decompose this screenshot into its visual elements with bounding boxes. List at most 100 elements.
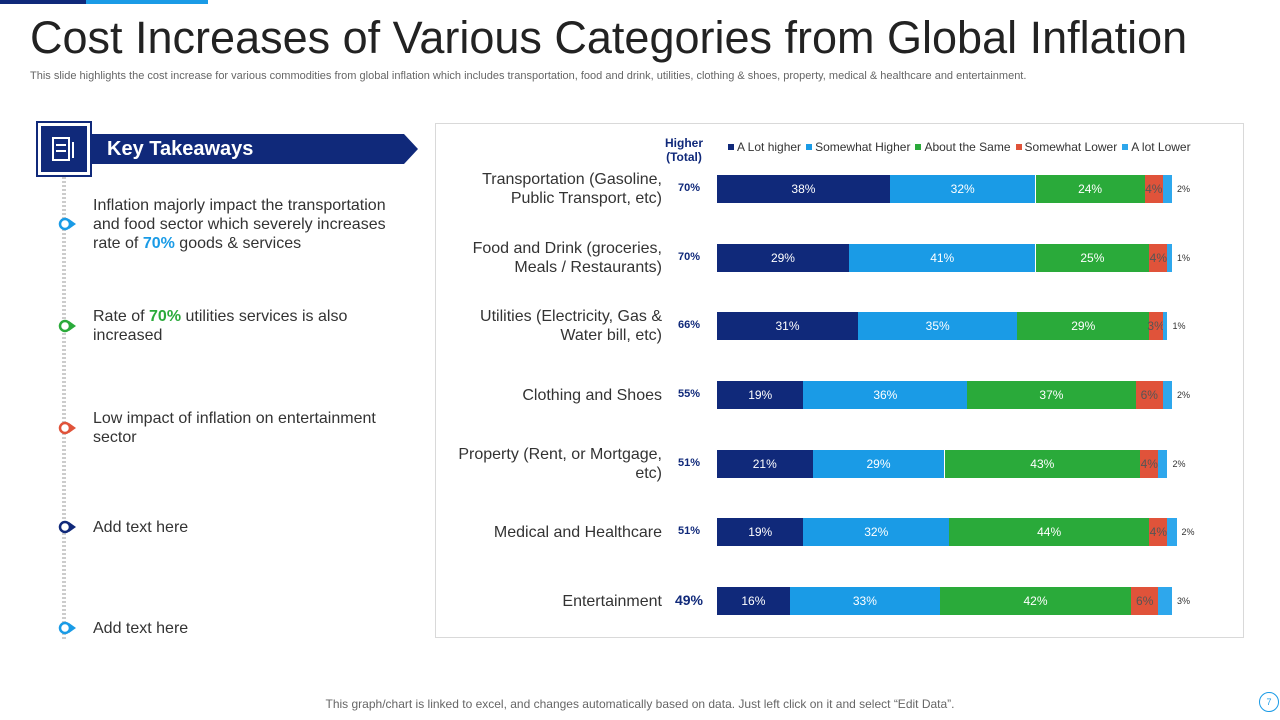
bar-segment [1162, 175, 1172, 203]
bullet-icon [58, 621, 76, 635]
total-label: 70% [677, 251, 701, 263]
bar-segment: 24% [1035, 175, 1145, 203]
bar-segment [1162, 381, 1172, 409]
category-label: Transportation (Gasoline, Public Transpo… [482, 171, 662, 207]
takeaway-text: Add text here [93, 619, 393, 638]
category-label: Entertainment [562, 592, 662, 610]
takeaway-text: Low impact of inflation on entertainment… [93, 409, 393, 447]
value-label: 4% [1140, 457, 1158, 471]
value-label: 19% [748, 525, 773, 539]
text: utilities services is also increased [93, 308, 348, 344]
takeaway-text: Rate of 70% utilities services is also i… [93, 307, 393, 345]
value-label: 42% [1023, 594, 1048, 608]
value-label: 33% [852, 594, 877, 608]
legend-item: Somewhat Higher [806, 140, 910, 154]
value-label: 1% [1172, 321, 1186, 331]
bar-segment: 31% [717, 312, 859, 340]
legend-label: A Lot higher [737, 140, 802, 154]
legend-item: About the Same [915, 140, 1011, 154]
value-label: 41% [930, 251, 955, 265]
bar-segment: 43% [944, 450, 1141, 478]
bar-segment [1167, 518, 1177, 546]
legend-item: A lot Lower [1122, 140, 1191, 154]
bar-segment: 33% [789, 587, 940, 615]
legend-item: A Lot higher [728, 140, 801, 154]
value-label: 3% [1177, 596, 1191, 606]
bar-segment: 41% [848, 244, 1036, 272]
value-label: 2% [1177, 184, 1191, 194]
bar-segment: 19% [717, 518, 804, 546]
value-label: 4% [1149, 525, 1168, 539]
total-label: 51% [677, 525, 701, 537]
bar-segment: 6% [1135, 381, 1163, 409]
takeaways-header: Key Takeaways [107, 138, 254, 160]
bar-segment [1162, 312, 1168, 340]
legend-swatch [1015, 144, 1022, 150]
bar-segment: 4% [1144, 175, 1163, 203]
text: goods & services [174, 235, 302, 252]
text: Add text here [93, 519, 189, 536]
legend-label: Somewhat Higher [815, 140, 911, 154]
legend-swatch [915, 144, 922, 150]
text: Add text here [93, 620, 189, 637]
bar-segment: 3% [1147, 312, 1165, 340]
bar-segment: 38% [717, 175, 890, 203]
bullet-icon [58, 520, 76, 534]
value-label: 2% [1172, 459, 1186, 469]
value-label: 4% [1149, 251, 1168, 265]
subtitle: This slide highlights the cost increase … [30, 70, 1027, 82]
takeaway-graphics [36, 121, 418, 640]
value-label: 16% [741, 594, 766, 608]
value-label: 43% [1030, 457, 1055, 471]
bar-segment: 4% [1140, 450, 1159, 478]
value-label: 19% [748, 388, 773, 402]
value-label: 29% [1071, 319, 1096, 333]
value-label: 37% [1039, 388, 1064, 402]
text: Inflation majorly impact the transportat… [93, 197, 386, 252]
bar-segment: 19% [717, 381, 804, 409]
total-label: 49% [674, 592, 704, 608]
bullet-icon [58, 217, 76, 231]
bar-segment: 35% [858, 312, 1018, 340]
bar-segment: 44% [949, 518, 1150, 546]
value-label: 2% [1181, 527, 1195, 537]
value-label: 21% [752, 457, 777, 471]
legend-label: Somewhat Lower [1024, 140, 1118, 154]
value-label: 6% [1140, 388, 1158, 402]
value-label: 44% [1037, 525, 1062, 539]
chart-frame [435, 123, 1244, 638]
bar-segment: 36% [803, 381, 968, 409]
value-label: 31% [775, 319, 800, 333]
legend-swatch [1122, 144, 1129, 150]
total-label: 70% [677, 182, 701, 194]
category-label: Food and Drink (groceries, Meals / Resta… [472, 240, 662, 276]
value-label: 24% [1078, 182, 1103, 196]
category-label: Property (Rent, or Mortgage, etc) [458, 446, 662, 482]
bar-segment: 4% [1149, 244, 1168, 272]
total-label: 66% [677, 319, 701, 331]
value-label: 35% [925, 319, 950, 333]
bar-segment: 4% [1149, 518, 1168, 546]
value-label: 32% [950, 182, 975, 196]
bar-segment: 42% [939, 587, 1132, 615]
highlight: 70% [142, 235, 175, 252]
legend-swatch [728, 144, 734, 150]
value-label: 3% [1147, 319, 1165, 333]
category-label: Medical and Healthcare [493, 523, 662, 541]
text: Low impact of inflation on entertainment… [93, 410, 376, 446]
value-label: 2% [1177, 390, 1191, 400]
bullet-icon [58, 319, 76, 333]
footer-note: This graph/chart is linked to excel, and… [325, 697, 955, 711]
value-label: 29% [770, 251, 795, 265]
accent-bar [0, 0, 86, 4]
bar-segment: 29% [717, 244, 849, 272]
total-label: 51% [677, 457, 701, 469]
text: Rate of [93, 308, 150, 325]
value-label: 1% [1177, 253, 1191, 263]
bar-segment [1158, 450, 1168, 478]
title: Cost Increases of Various Categories fro… [30, 12, 1188, 63]
totals-header: Higher (Total) [664, 136, 703, 164]
legend-label: About the Same [924, 140, 1011, 154]
legend-label: A lot Lower [1131, 140, 1191, 154]
bar-segment: 29% [812, 450, 945, 478]
